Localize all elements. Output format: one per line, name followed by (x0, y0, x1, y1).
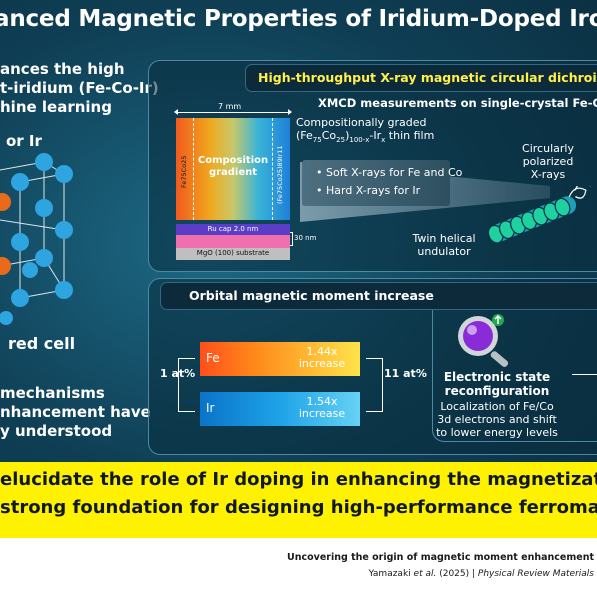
intro-line-3: hine learning (0, 98, 112, 116)
mechanism-line-3: y understood (0, 422, 113, 440)
left-bracket-arrow (178, 358, 195, 412)
crystal-lattice-illustration (0, 153, 73, 325)
esr-desc-line-1: Localization of Fe/Co (440, 400, 554, 413)
dopant-label: or Ir (6, 132, 42, 150)
formula-part: ) (345, 129, 350, 142)
formula-sub: 100-x (349, 136, 370, 145)
right-bracket-arrow (366, 358, 383, 412)
ir-increase-bar (200, 392, 360, 426)
electronic-state-title: Electronic state reconfiguration (422, 370, 572, 398)
undulator-line-1: Twin helical (412, 232, 476, 245)
right-composition-label: (Fe75Co25)89Ir11 (276, 145, 284, 204)
esr-line-2: reconfiguration (444, 384, 550, 398)
polarized-line-2: polarized (522, 155, 574, 168)
xmcd-subtitle: XMCD measurements on single-crystal Fe-C… (318, 96, 597, 110)
undulator-label: Twin helical undulator (398, 232, 490, 258)
footer-citation: Yamazaki et al. (2025) | Physical Review… (369, 569, 594, 579)
substrate-layer: MgO (100) substrate (176, 248, 290, 260)
composition-gradient-line-2: gradient (208, 167, 258, 178)
footer-journal: Physical Review Materials (477, 569, 594, 579)
intro-line-2: t-iridium (Fe-Co-Ir) (0, 79, 159, 97)
polarized-line-3: X-rays (530, 168, 566, 181)
film-formula: (Fe75Co25)100-x-Irx thin film (296, 129, 434, 147)
mechanism-line-1: mechanisms (0, 384, 105, 402)
thickness-bracket (290, 232, 293, 246)
formula-sub: x (381, 136, 386, 145)
ru-cap-layer: Ru cap 2.0 nm (176, 224, 290, 235)
film-line-1: Compositionally graded (296, 116, 427, 129)
ir-value-line-2: increase (298, 407, 346, 420)
fe-value: 1.44x increase (292, 346, 352, 370)
ir-label: Ir (206, 401, 215, 415)
formula-part: -Ir (369, 129, 382, 142)
formula-part: Co (321, 129, 337, 142)
esr-desc-line-3: to lower energy levels (436, 426, 558, 439)
fe-value-line-2: increase (298, 357, 346, 370)
formula-sub: 25 (336, 136, 346, 145)
left-composition-label: Fe75Co25 (180, 155, 188, 188)
esr-desc-line-2: 3d electrons and shift (437, 413, 557, 426)
gradient-dash-right (272, 118, 273, 220)
conclusion-line-1: elucidate the role of Ir doping in enhan… (0, 469, 597, 490)
fe-increase-bar (200, 342, 360, 376)
footer-author: Yamazaki (368, 569, 414, 579)
right-at-label: 11 at% (384, 367, 427, 380)
intro-text: ances the high t-iridium (Fe-Co-Ir) hine… (0, 60, 159, 117)
undulator-icon (487, 186, 592, 244)
left-at-label: 1 at% (160, 367, 196, 380)
xray-info-box (302, 160, 450, 206)
esr-line-1: Electronic state (443, 370, 551, 384)
fe-value-line-1: 1.44x (306, 345, 338, 358)
width-label: 7 mm (218, 102, 242, 111)
soft-xray-item: • Soft X-rays for Fe and Co (316, 166, 463, 179)
footer-title: Uncovering the origin of magnetic moment… (287, 552, 594, 563)
page-title: anced Magnetic Properties of Iridium-Dop… (0, 6, 597, 32)
mechanism-line-2: nhancement have (0, 403, 151, 421)
formula-part: (Fe (296, 129, 313, 142)
xmcd-panel-header: High-throughput X-ray magnetic circular … (245, 64, 597, 92)
footer-etal: et al. (413, 569, 437, 579)
polarized-line-1: Circularly (522, 142, 574, 155)
thickness-label: 30 nm (294, 234, 317, 242)
orbital-moment-header: Orbital magnetic moment increase (160, 282, 597, 310)
intro-line-1: ances the high (0, 60, 125, 78)
cell-label: red cell (8, 334, 76, 353)
conclusion-banner (0, 462, 597, 538)
footer-year: (2025) | (436, 569, 478, 579)
gradient-dash-left (193, 118, 194, 220)
electronic-state-description: Localization of Fe/Co 3d electrons and s… (422, 400, 572, 439)
hard-xray-item: • Hard X-rays for Ir (316, 184, 421, 197)
fe-label: Fe (206, 351, 220, 365)
ir-value: 1.54x increase (292, 396, 352, 420)
film-layer (176, 235, 290, 248)
undulator-line-2: undulator (417, 245, 471, 258)
formula-sub: 75 (312, 136, 322, 145)
film-description: Compositionally graded (Fe75Co25)100-x-I… (296, 116, 434, 147)
magnifier-icon (458, 314, 509, 367)
mechanism-text: mechanisms nhancement have y understood (0, 384, 151, 441)
continuation-arrow (572, 374, 597, 375)
formula-part: thin film (385, 129, 435, 142)
composition-gradient-label: Composition gradient (196, 155, 270, 179)
composition-gradient-line-1: Composition (197, 155, 269, 166)
ir-value-line-1: 1.54x (306, 395, 338, 408)
composition-gradient-film (176, 118, 290, 220)
conclusion-line-2: strong foundation for designing high-per… (0, 497, 597, 518)
conclusion-text: elucidate the role of Ir doping in enhan… (0, 466, 597, 522)
polarized-xray-label: Circularly polarized X-rays (508, 142, 588, 181)
width-arrow (174, 109, 292, 115)
